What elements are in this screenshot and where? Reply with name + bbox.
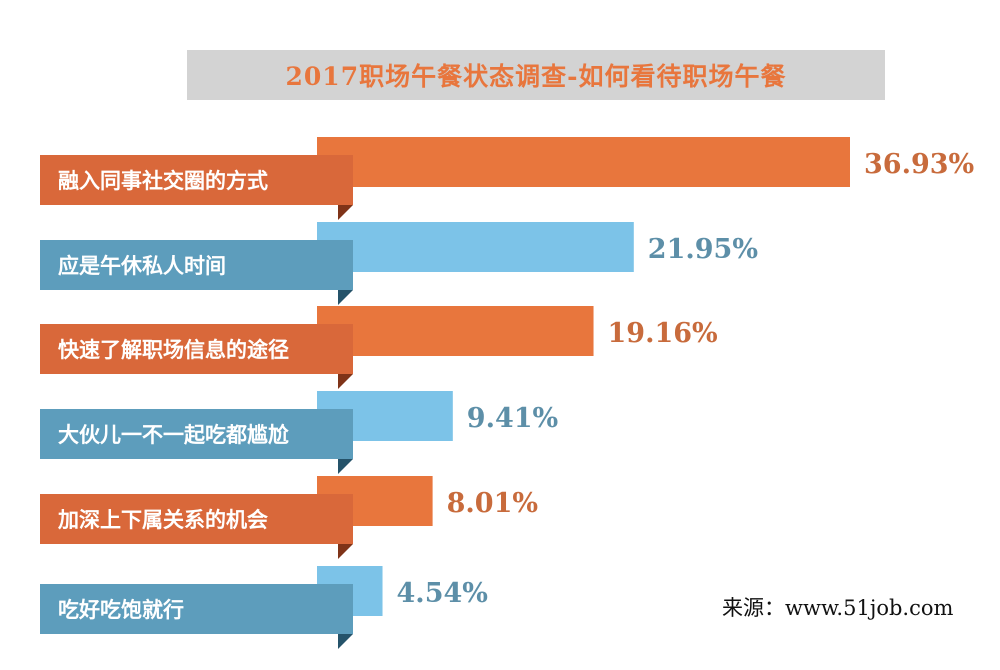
ribbon-fold-6 — [338, 634, 353, 649]
bar-row-4: 大伙儿一不一起吃都尴尬 9.41% — [40, 391, 558, 474]
value-label-5: 8.01% — [447, 488, 538, 519]
value-label-2: 21.95% — [648, 234, 758, 265]
category-label-6: 吃好吃饱就行 — [58, 598, 184, 622]
bar-3 — [317, 306, 594, 356]
category-ribbon-5 — [40, 494, 353, 544]
category-label-3: 快速了解职场信息的途径 — [58, 338, 289, 362]
category-ribbon-4 — [40, 409, 353, 459]
category-ribbon-1 — [40, 155, 353, 205]
value-label-6: 4.54% — [397, 578, 488, 609]
bar-row-2: 应是午休私人时间 21.95% — [40, 222, 758, 305]
ribbon-fold-2 — [338, 290, 353, 305]
chart-title-box: 2017职场午餐状态调查-如何看待职场午餐 — [187, 50, 885, 100]
category-ribbon-6 — [40, 584, 353, 634]
bar-2 — [317, 222, 634, 272]
category-label-1: 融入同事社交圈的方式 — [58, 169, 268, 193]
category-ribbon-2 — [40, 240, 353, 290]
chart-title: 2017职场午餐状态调查-如何看待职场午餐 — [285, 62, 787, 91]
category-label-5: 加深上下属关系的机会 — [57, 508, 268, 532]
value-label-1: 36.93% — [864, 149, 974, 180]
category-ribbon-3 — [40, 324, 353, 374]
bar-row-1: 融入同事社交圈的方式 36.93% — [40, 137, 974, 220]
bar-1 — [317, 137, 850, 187]
ribbon-fold-3 — [338, 374, 353, 389]
ribbon-fold-4 — [338, 459, 353, 474]
value-label-4: 9.41% — [467, 403, 558, 434]
category-label-4: 大伙儿一不一起吃都尴尬 — [58, 423, 289, 447]
bar-row-3: 快速了解职场信息的途径 19.16% — [40, 306, 718, 389]
source-credit: 来源：www.51job.com — [722, 596, 954, 620]
value-label-3: 19.16% — [608, 318, 718, 349]
ribbon-fold-5 — [338, 544, 353, 559]
category-label-2: 应是午休私人时间 — [58, 254, 226, 278]
bar-row-5: 加深上下属关系的机会 8.01% — [40, 476, 538, 559]
ribbon-fold-1 — [338, 205, 353, 220]
bar-row-6: 吃好吃饱就行 4.54% — [40, 566, 488, 649]
